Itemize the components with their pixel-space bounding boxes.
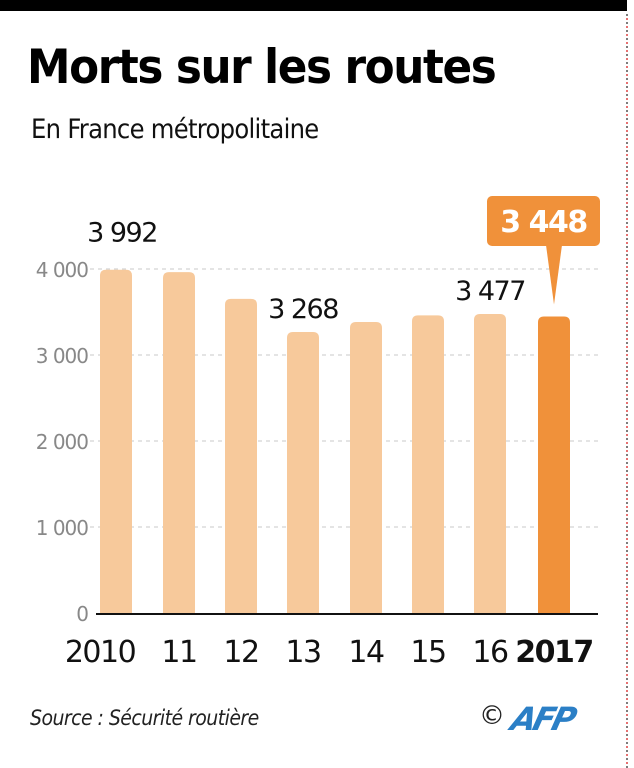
- bar: [474, 313, 506, 613]
- x-tick-label: 2017: [515, 635, 593, 670]
- bar: [350, 321, 382, 613]
- callout-box: [487, 196, 600, 246]
- bar: [225, 298, 257, 613]
- bar: [100, 269, 132, 613]
- x-tick-label: 2010: [65, 635, 136, 670]
- data-label-highlight: 3 448: [500, 205, 587, 240]
- copyright-icon: ©: [479, 701, 505, 731]
- data-label: 3 992: [87, 218, 157, 249]
- callout-pointer: [546, 245, 562, 305]
- x-tick-label: 13: [285, 635, 320, 670]
- top-rule: [0, 0, 627, 11]
- y-tick-label: 1 000: [36, 516, 89, 540]
- bar-chart: 0 1 000 2 000 3 000 4 000 2010 11 12 13 14 15 16 201…: [36, 196, 600, 670]
- afp-logo-icon: AFP: [507, 700, 578, 738]
- bar: [412, 315, 444, 613]
- bar: [163, 272, 195, 613]
- bar: [538, 316, 570, 613]
- chart-title: Morts sur les routes: [27, 40, 497, 95]
- y-tick-label: 2 000: [36, 430, 89, 454]
- y-tick-label: 4 000: [36, 258, 89, 282]
- data-label: 3 268: [268, 294, 338, 325]
- x-tick-label: 12: [223, 635, 258, 670]
- x-tick-label: 16: [472, 635, 508, 670]
- x-tick-label: 11: [161, 635, 196, 670]
- source-note: Source : Sécurité routière: [30, 706, 259, 730]
- data-label: 3 477: [455, 276, 525, 307]
- x-tick-label: 14: [348, 635, 384, 670]
- chart-subtitle: En France métropolitaine: [31, 114, 319, 145]
- right-page-edge: [626, 14, 628, 768]
- bar: [287, 331, 319, 613]
- y-tick-label: 3 000: [36, 344, 89, 368]
- y-tick-label: 0: [76, 602, 88, 626]
- x-tick-label: 15: [410, 635, 445, 670]
